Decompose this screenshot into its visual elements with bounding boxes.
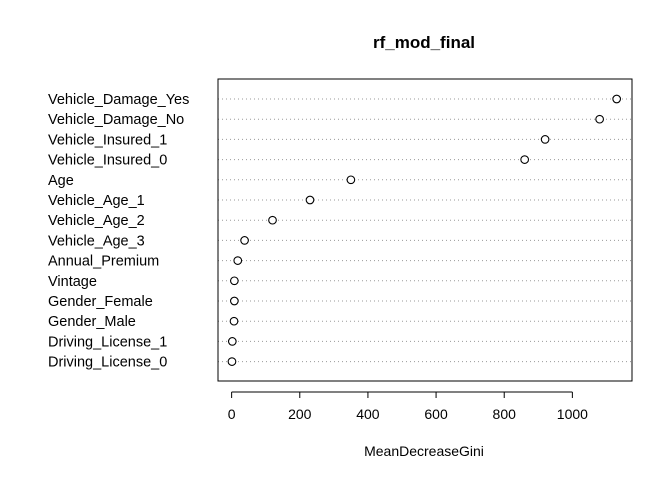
- data-point: [305, 195, 315, 205]
- variable-label: Vehicle_Age_3: [48, 233, 145, 249]
- data-point: [612, 94, 622, 104]
- data-point: [230, 276, 239, 286]
- x-axis-title: MeanDecreaseGini: [364, 443, 484, 459]
- data-point: [230, 296, 239, 306]
- variable-label: Vehicle_Insured_0: [48, 153, 167, 169]
- data-point: [595, 114, 604, 124]
- variable-label: Vehicle_Age_1: [48, 193, 145, 209]
- variable-label: Age: [48, 173, 74, 189]
- x-axis: 0 200 400 600 800 1000: [228, 391, 588, 422]
- data-point: [540, 135, 550, 144]
- variable-label: Vehicle_Damage_No: [48, 112, 184, 128]
- variable-label: Gender_Male: [48, 314, 136, 330]
- data-point: [227, 337, 237, 346]
- data-point: [268, 215, 277, 225]
- x-tick-label: 600: [424, 406, 448, 422]
- data-point: [346, 175, 356, 185]
- x-tick-label: 0: [228, 406, 236, 422]
- data-point: [229, 316, 239, 326]
- data-point: [227, 357, 237, 366]
- x-tick-label: 400: [356, 406, 380, 422]
- plot-frame: [217, 78, 633, 382]
- x-tick-label: 1000: [557, 406, 588, 422]
- x-tick-label: 800: [493, 406, 517, 422]
- variable-label: Vehicle_Insured_1: [48, 132, 167, 148]
- variable-label: Vehicle_Damage_Yes: [48, 92, 189, 108]
- variable-label: Driving_License_1: [48, 334, 167, 350]
- data-points: [227, 94, 622, 366]
- data-point: [520, 155, 530, 164]
- chart-title: rf_mod_final: [373, 33, 475, 52]
- variable-label: Vehicle_Age_2: [48, 213, 145, 229]
- variable-label: Driving_License_0: [48, 355, 167, 371]
- variable-label: Annual_Premium: [48, 254, 159, 270]
- variable-label: Vintage: [48, 274, 97, 290]
- data-point: [233, 256, 243, 265]
- variable-label: Gender_Female: [48, 294, 153, 310]
- data-point: [240, 236, 249, 245]
- gridlines: [218, 98, 632, 363]
- variable-labels: Vehicle_Damage_Yes Vehicle_Damage_No Vehic…: [48, 92, 189, 371]
- x-tick-label: 200: [288, 406, 312, 422]
